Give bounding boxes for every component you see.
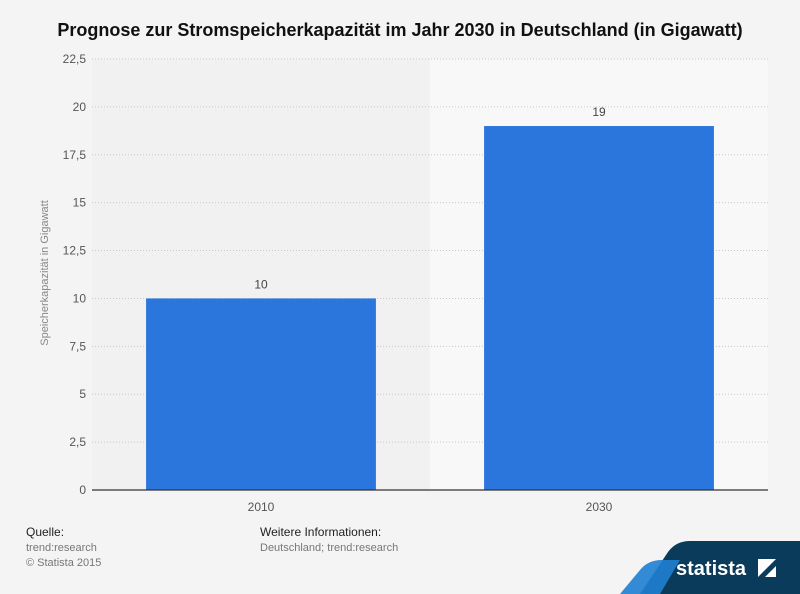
- info-line: Deutschland; trend:research: [260, 542, 399, 554]
- x-tick-label: 2030: [586, 500, 613, 514]
- chart-title: Prognose zur Stromspeicherkapazität im J…: [57, 20, 743, 40]
- x-axis-ticks: 2010 2030: [248, 500, 613, 514]
- y-tick-label: 22,5: [63, 52, 87, 66]
- source-line: trend:research: [26, 542, 97, 554]
- y-axis-ticks: 0 2,5 5 7,5 10 12,5 15 17,5 20 22,5: [63, 52, 87, 497]
- y-tick-label: 20: [73, 100, 87, 114]
- logo-text: statista: [676, 558, 747, 580]
- logo-mark-icon: [758, 559, 776, 577]
- y-tick-label: 2,5: [69, 435, 86, 449]
- logo-accent: [620, 560, 680, 594]
- info-heading: Weitere Informationen:: [260, 525, 382, 539]
- y-tick-label: 12,5: [63, 244, 87, 258]
- logo-banner: [640, 541, 800, 594]
- y-axis-label: Speicherkapazität in Gigawatt: [39, 200, 51, 346]
- bars: 10 19: [146, 105, 714, 491]
- bar-2010: [146, 298, 376, 490]
- data-label: 19: [592, 105, 606, 119]
- source-heading: Quelle:: [26, 525, 65, 539]
- y-tick-label: 0: [79, 483, 86, 497]
- info-block: Weitere Informationen: Deutschland; tren…: [260, 525, 398, 554]
- x-tick-label: 2010: [248, 500, 275, 514]
- statista-logo: statista: [620, 541, 800, 594]
- y-tick-label: 15: [73, 196, 87, 210]
- copyright-line: © Statista 2015: [26, 557, 102, 569]
- data-label: 10: [254, 277, 268, 291]
- y-tick-label: 10: [73, 291, 87, 305]
- y-tick-label: 5: [79, 387, 86, 401]
- y-tick-label: 17,5: [63, 148, 87, 162]
- bar-2030: [484, 126, 714, 491]
- y-tick-label: 7,5: [69, 339, 86, 353]
- source-block: Quelle: trend:research © Statista 2015: [26, 525, 101, 569]
